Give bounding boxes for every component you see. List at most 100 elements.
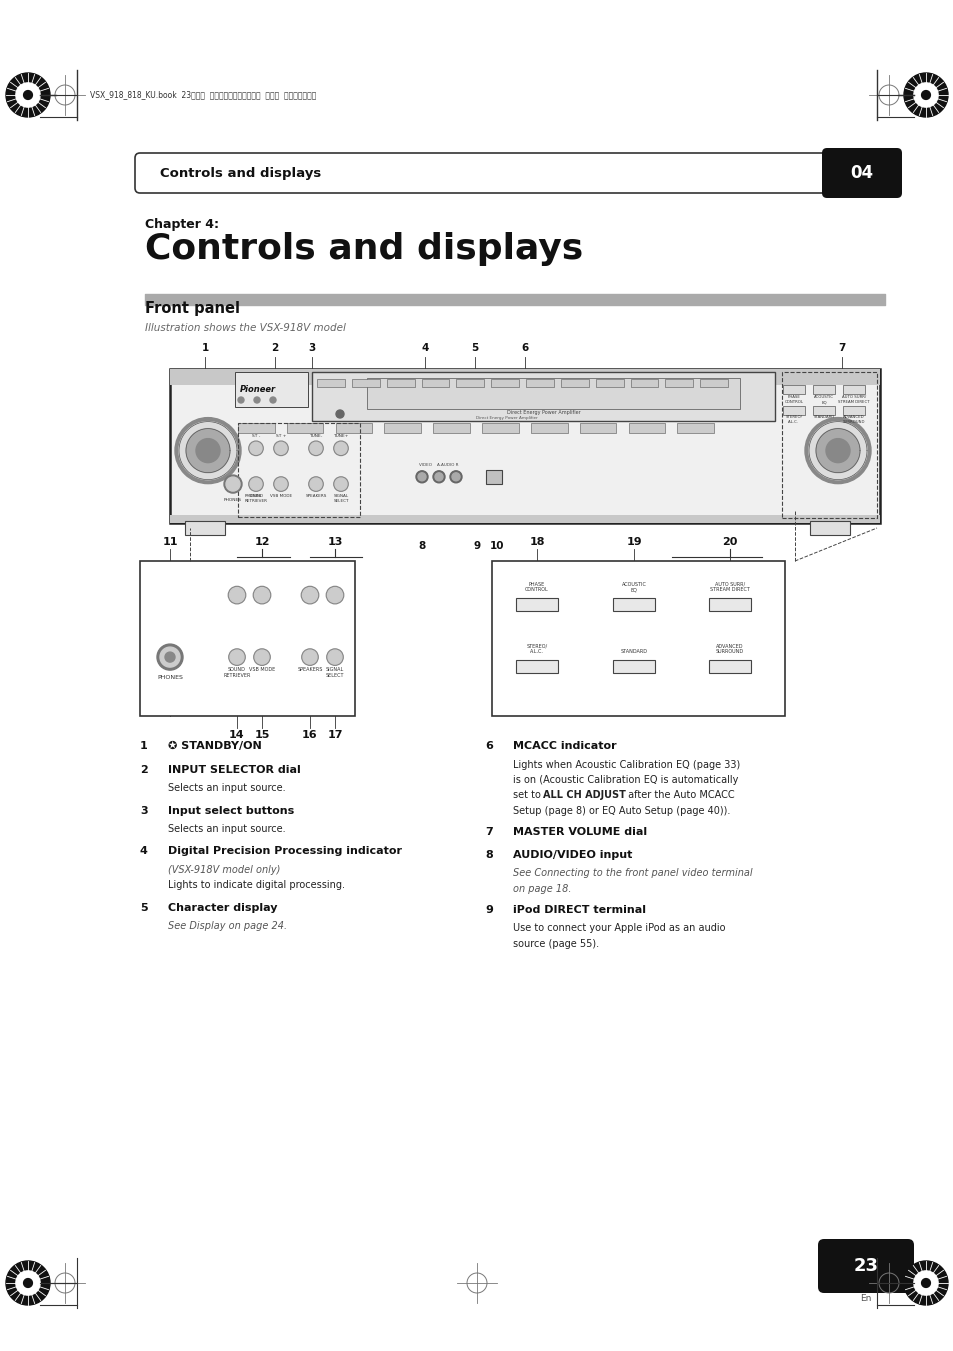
FancyBboxPatch shape [135,153,834,193]
Bar [312,372,774,422]
Circle shape [334,442,348,455]
Bar [386,378,415,386]
Text: SOUND
RETRIEVER: SOUND RETRIEVER [223,667,251,678]
Circle shape [309,442,323,455]
Text: 13: 13 [327,536,342,547]
Text: PHASE
CONTROL: PHASE CONTROL [524,581,548,592]
Circle shape [157,644,183,670]
Circle shape [303,650,316,665]
Text: 10: 10 [489,540,504,551]
Circle shape [335,442,347,454]
Bar [842,405,864,415]
Circle shape [921,91,929,100]
Bar [316,378,345,386]
Bar [140,561,355,716]
Bar [492,561,784,716]
Bar [481,423,518,432]
Bar [628,423,664,432]
Circle shape [24,91,32,100]
Text: Direct Energy Power Amplifier: Direct Energy Power Amplifier [506,409,579,415]
Circle shape [224,476,242,493]
Text: Setup (page 8) or EQ Auto Setup (page 40)).: Setup (page 8) or EQ Auto Setup (page 40… [513,807,730,816]
Text: VIDEO    A.AUDIO R: VIDEO A.AUDIO R [418,463,458,467]
Text: En: En [860,1294,871,1302]
Text: Front panel: Front panel [145,301,240,316]
Text: 5: 5 [140,902,148,913]
Text: 7: 7 [484,827,493,836]
Text: 4: 4 [140,847,148,857]
Text: STANDARD: STANDARD [619,650,647,654]
Circle shape [6,73,50,118]
Circle shape [186,428,230,473]
Circle shape [254,588,269,603]
Text: SIGNAL
SELECT: SIGNAL SELECT [333,494,349,503]
Text: 3: 3 [308,343,315,353]
Circle shape [302,588,317,603]
Circle shape [417,473,426,481]
Circle shape [326,586,343,604]
Text: 14: 14 [229,730,245,740]
Circle shape [327,588,342,603]
Circle shape [433,470,444,482]
Text: Character display: Character display [168,902,277,913]
Bar [170,515,879,523]
Bar [782,405,804,415]
Circle shape [310,442,322,454]
Text: VSB MODE: VSB MODE [270,494,292,499]
Bar [384,423,420,432]
Circle shape [921,1278,929,1288]
Circle shape [450,470,461,482]
Bar [516,598,558,611]
Text: 7: 7 [838,343,844,353]
Bar [812,385,834,394]
Text: Digital Precision Processing indicator: Digital Precision Processing indicator [168,847,401,857]
Text: Pioneer: Pioneer [240,385,275,393]
Circle shape [253,648,270,665]
Bar [781,372,876,517]
Circle shape [913,82,937,107]
Bar [367,378,740,409]
Circle shape [230,650,244,665]
Circle shape [250,478,262,490]
Circle shape [230,588,244,603]
Bar [782,385,804,394]
Circle shape [452,473,459,481]
Bar [708,659,750,673]
Circle shape [804,417,870,484]
Circle shape [328,650,341,665]
Text: STEREO/
A.L.C.: STEREO/ A.L.C. [784,416,801,424]
Circle shape [270,397,275,403]
Text: (VSX-918V model only): (VSX-918V model only) [168,865,280,875]
Bar [595,378,623,386]
Circle shape [903,1260,947,1305]
Bar [812,405,834,415]
Circle shape [334,477,348,492]
Circle shape [310,478,322,490]
Bar [421,378,449,386]
Circle shape [249,442,263,455]
Text: Selects an input source.: Selects an input source. [168,824,285,834]
Text: 5: 5 [471,343,478,353]
Bar [579,423,616,432]
Text: 15: 15 [254,730,270,740]
Bar [842,385,864,394]
Text: 8: 8 [484,850,493,861]
Bar [700,378,727,386]
Text: 19: 19 [625,536,641,547]
Text: ST +: ST + [275,434,286,438]
Bar [335,423,372,432]
Text: See Display on page 24.: See Display on page 24. [168,921,287,931]
Bar [234,372,308,407]
Text: ADVANCED
SURROUND: ADVANCED SURROUND [841,416,864,424]
Text: Controls and displays: Controls and displays [160,166,321,180]
Text: ADVANCED
SURROUND: ADVANCED SURROUND [715,643,743,654]
Bar [170,369,879,523]
Text: ACOUSTIC
EQ: ACOUSTIC EQ [813,396,833,404]
Circle shape [327,648,343,665]
Text: VSB MODE: VSB MODE [249,667,274,671]
Circle shape [335,478,347,490]
Bar [170,369,879,385]
Circle shape [237,397,244,403]
Text: ACOUSTIC
EQ: ACOUSTIC EQ [621,581,646,592]
Bar [237,423,359,517]
